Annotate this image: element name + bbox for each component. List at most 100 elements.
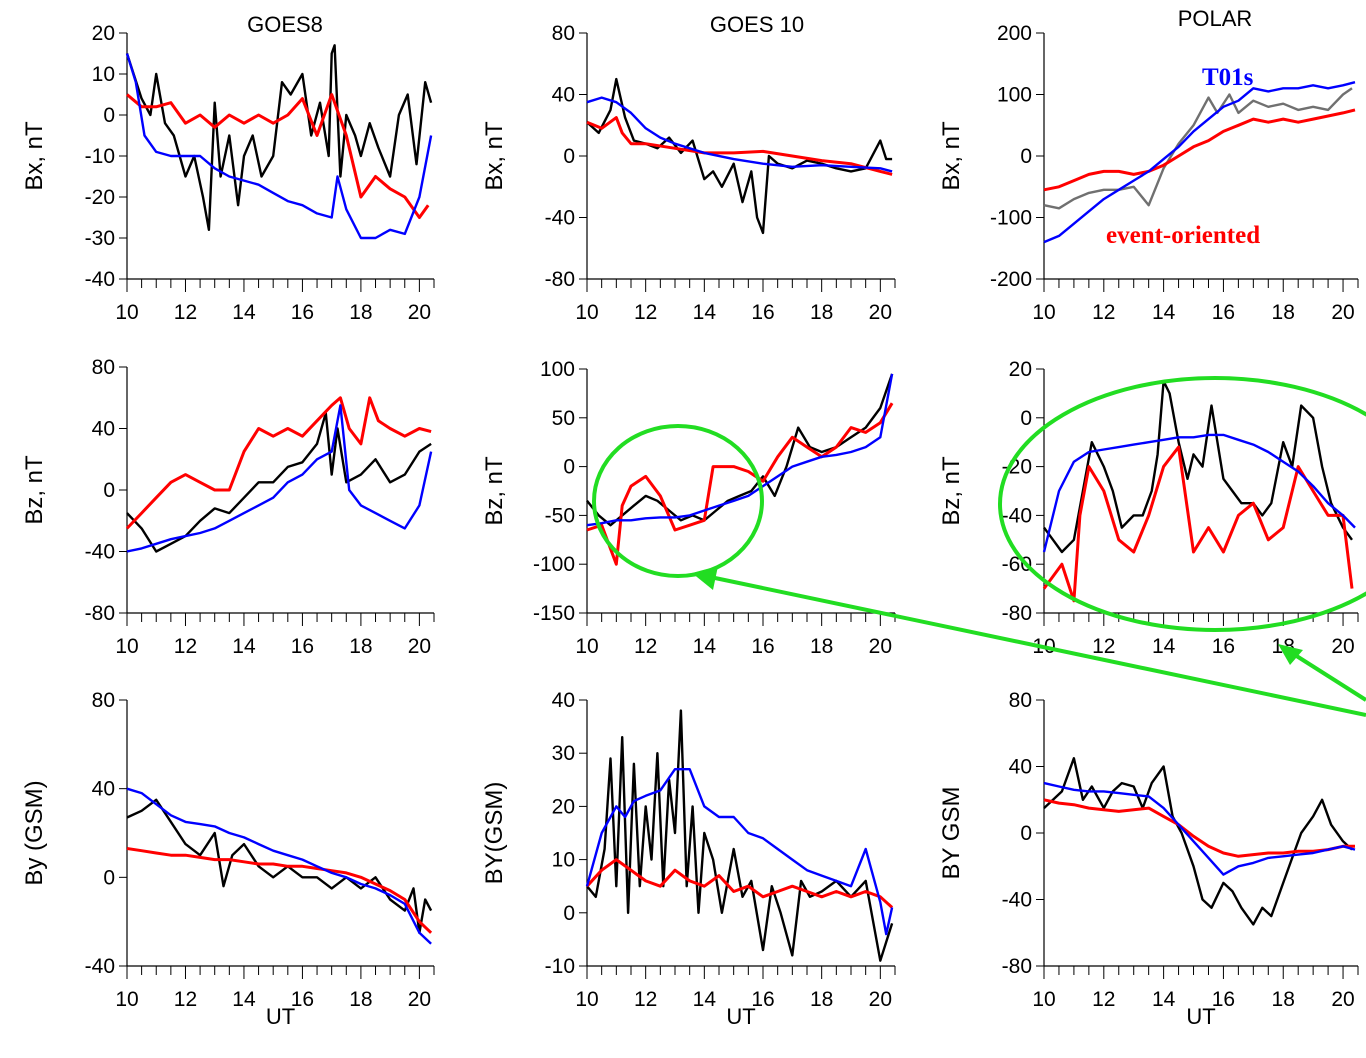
x-tick-label: 10: [575, 988, 598, 1011]
panel-goes10-bz: -150 -100 -50 0 50 100 10 12 14 16 18 20 Bz, nT: [481, 358, 896, 658]
x-tick-label: 10: [1032, 988, 1055, 1011]
legend-label-event-oriented: event-oriented: [1106, 222, 1260, 249]
y-tick-label: -20: [85, 186, 115, 209]
panel-goes8-bz: -80 -40 0 40 80 10 12 14 16 18 20 Bz, nT: [21, 356, 435, 658]
x-tick-label: 12: [634, 988, 657, 1011]
x-tick-label: 16: [751, 301, 774, 324]
legend-label-t01s: T01s: [1202, 64, 1254, 91]
x-tick-label: 10: [575, 301, 598, 324]
panel-polar-by: -80 -40 0 40 80 10 12 14 16 18 20 BY GSM UT: [938, 689, 1359, 1029]
series-line-0: [1043, 87, 1353, 210]
y-tick-label: 200: [997, 22, 1032, 45]
y-tick-label: -40: [545, 207, 575, 230]
y-tick-label: -40: [1002, 889, 1032, 912]
x-tick-label: 20: [1331, 988, 1354, 1011]
x-tick-label: 18: [1272, 988, 1295, 1011]
x-tick-label: 10: [1032, 301, 1055, 324]
series-line-2: [126, 404, 433, 553]
y-tick-label: 20: [92, 22, 115, 45]
series-line-2: [1043, 81, 1356, 244]
x-tick-label: 18: [1272, 301, 1295, 324]
y-tick-label: -100: [533, 553, 575, 576]
y-tick-label: -150: [533, 602, 575, 625]
y-tick-label: 0: [563, 145, 575, 168]
x-tick-label: 20: [1331, 635, 1354, 658]
x-tick-label: 12: [1092, 988, 1115, 1011]
panel-goes10-by: -10 0 10 20 30 40 10 12 14 16 18 20 BY(GSM) UT: [481, 689, 896, 1029]
series-line-1: [1043, 108, 1356, 192]
series-line-2: [125, 53, 433, 240]
x-tick-label: 16: [291, 301, 314, 324]
y-tick-label: -80: [545, 268, 575, 291]
x-tick-label: 16: [291, 635, 314, 658]
y-tick-label: 0: [1020, 145, 1032, 168]
series-line-0: [1043, 757, 1353, 926]
y-tick-label: -40: [85, 268, 115, 291]
pointer-arrowhead: [692, 566, 718, 590]
y-tick-label: 0: [103, 479, 115, 502]
x-tick-label: 12: [174, 988, 197, 1011]
y-tick-label: 40: [552, 84, 575, 107]
panel-polar-bz: -80-60-40-20020101214161820Bz, nT: [938, 358, 1359, 658]
x-tick-label: 12: [634, 635, 657, 658]
y-axis-label: Bz, nT: [938, 456, 965, 526]
y-tick-label: -80: [1002, 602, 1032, 625]
x-tick-label: 16: [1212, 988, 1235, 1011]
y-tick-label: 80: [92, 356, 115, 379]
y-tick-label: 80: [552, 22, 575, 45]
series-line-1: [586, 402, 894, 566]
x-tick-label: 20: [1331, 301, 1354, 324]
panel-polar-bx: -200 -100 0 100 200 10 12 14 16 18 20 Bx, nT: [938, 22, 1359, 324]
y-tick-label: -40: [1002, 504, 1032, 527]
y-tick-label: -10: [545, 955, 575, 978]
series-line-2: [586, 373, 894, 527]
x-tick-label: 18: [349, 635, 372, 658]
panel-goes8-bx: -40 -30 -20 -10 0 10 20 10 12 14 16 18 20 Bx, nT: [21, 22, 435, 324]
x-tick-label: 18: [810, 635, 833, 658]
y-tick-label: -80: [85, 602, 115, 625]
series-line-1: [585, 858, 894, 909]
x-tick-label: 14: [1152, 988, 1176, 1011]
x-tick-label: 20: [408, 301, 431, 324]
x-tick-label: 14: [232, 635, 256, 658]
pointer-arrowhead-2: [1278, 644, 1303, 665]
x-tick-label: 14: [693, 988, 717, 1011]
y-tick-label: -60: [1002, 553, 1032, 576]
x-tick-label: 12: [1092, 301, 1115, 324]
series-line-1: [1043, 798, 1355, 858]
series-line-2: [126, 787, 432, 945]
y-tick-label: 0: [1020, 407, 1032, 430]
x-axis-label: UT: [1186, 1004, 1215, 1029]
x-tick-label: 12: [174, 301, 197, 324]
x-tick-label: 16: [1212, 635, 1235, 658]
x-tick-label: 14: [232, 988, 256, 1011]
x-tick-label: 10: [115, 988, 138, 1011]
x-tick-label: 14: [693, 635, 717, 658]
x-tick-label: 18: [810, 301, 833, 324]
pointer-arrow-line: [714, 576, 1366, 717]
y-tick-label: 0: [1020, 822, 1032, 845]
annotation-overlay: T01s event-oriented: [592, 64, 1366, 717]
y-tick-label: 80: [1009, 689, 1032, 712]
y-axis-label: Bx, nT: [938, 121, 965, 191]
y-tick-label: -50: [545, 504, 575, 527]
x-tick-label: 20: [408, 988, 431, 1011]
x-tick-label: 14: [693, 301, 717, 324]
x-tick-label: 14: [1152, 635, 1176, 658]
series-line-2: [1042, 433, 1356, 553]
y-tick-label: 0: [563, 456, 575, 479]
series-line-2: [585, 768, 894, 936]
x-tick-label: 10: [115, 301, 138, 324]
x-tick-label: 10: [115, 635, 138, 658]
y-tick-label: 80: [92, 689, 115, 712]
y-tick-label: -200: [990, 268, 1032, 291]
x-tick-label: 16: [291, 988, 314, 1011]
y-tick-label: -20: [1002, 456, 1032, 479]
x-tick-label: 14: [232, 301, 256, 324]
panel-goes10-bx: -80 -40 0 40 80 10 12 14 16 18 20 Bx, nT: [481, 22, 896, 324]
y-tick-label: 0: [103, 866, 115, 889]
series-line-1: [126, 847, 433, 934]
series-line-0: [586, 709, 894, 962]
y-tick-label: 0: [563, 902, 575, 925]
x-tick-label: 20: [869, 988, 892, 1011]
